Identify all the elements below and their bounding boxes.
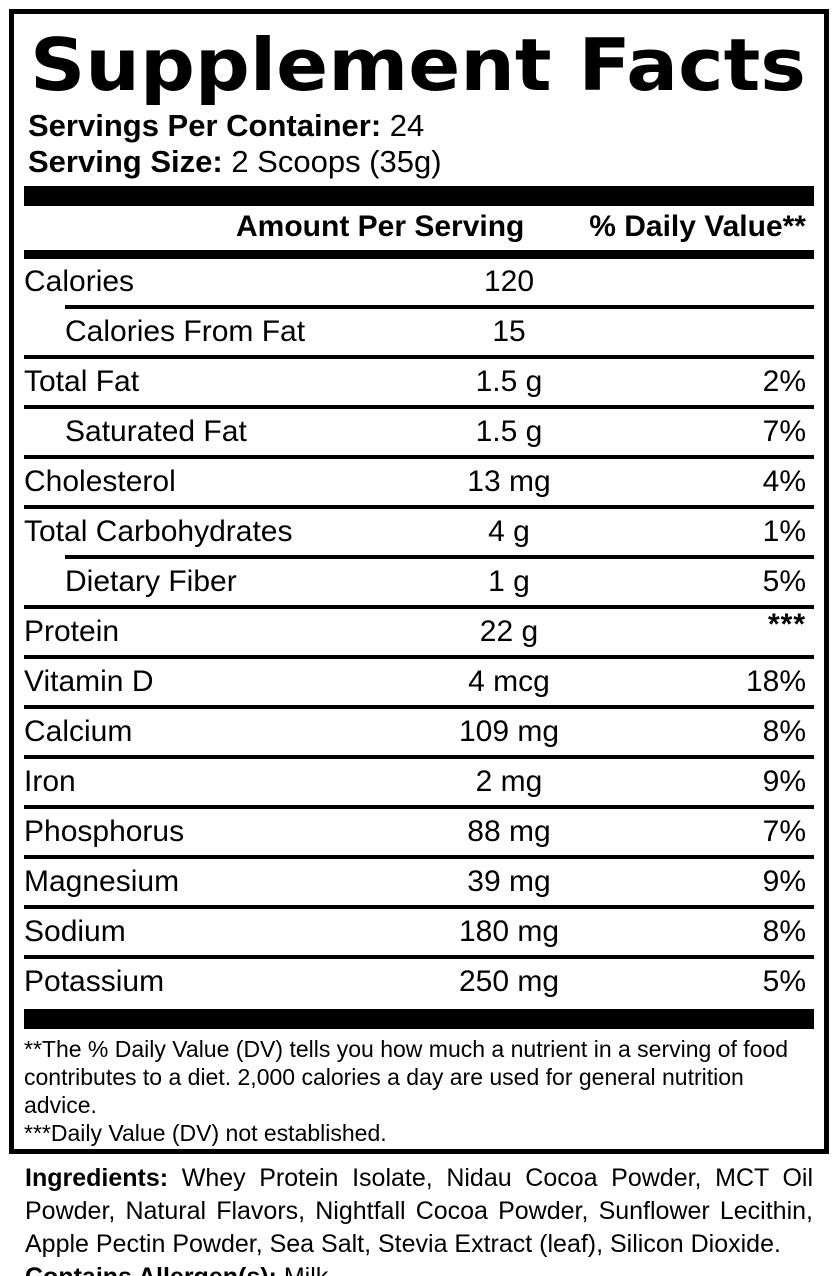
nutrient-amount: 13 mg	[467, 465, 551, 498]
header-amount-per-serving: Amount Per Serving	[236, 210, 525, 243]
row-separator	[24, 505, 814, 509]
nutrient-name: Calories From Fat	[65, 315, 306, 348]
nutrient-row: Calcium 109 mg 8%	[24, 705, 814, 755]
nutrient-rows: Calories 120 Calories From Fat 15 Total …	[24, 259, 814, 1005]
nutrient-daily-value: 5%	[762, 565, 806, 598]
nutrient-name: Total Fat	[24, 365, 140, 398]
nutrient-daily-value: 1%	[762, 515, 806, 548]
row-separator	[24, 655, 814, 659]
nutrient-daily-value: 18%	[745, 665, 806, 698]
row-separator	[24, 805, 814, 809]
footnotes: **The % Daily Value (DV) tells you how m…	[24, 1035, 806, 1147]
row-separator	[65, 305, 814, 309]
divider-bar-bottom	[24, 1009, 814, 1029]
nutrient-row: Sodium 180 mg 8%	[24, 905, 814, 955]
nutrient-row: Phosphorus 88 mg 7%	[24, 805, 814, 855]
nutrient-daily-value: 8%	[762, 915, 806, 948]
footnote-not-established: ***Daily Value (DV) not established.	[24, 1120, 387, 1146]
nutrient-daily-value: 7%	[762, 415, 806, 448]
servings-per-container: Servings Per Container: 24	[28, 108, 806, 144]
nutrient-name: Total Carbohydrates	[24, 515, 293, 548]
allergen-label: Contains Allergen(s):	[25, 1263, 277, 1276]
nutrient-row: Cholesterol 13 mg 4%	[24, 455, 814, 505]
row-separator	[24, 455, 814, 459]
nutrient-amount: 1.5 g	[475, 415, 543, 448]
row-separator	[24, 755, 814, 759]
nutrient-daily-value: ***	[767, 608, 806, 641]
row-separator	[24, 955, 814, 959]
nutrient-name: Saturated Fat	[65, 415, 247, 448]
nutrient-row: Vitamin D 4 mcg 18%	[24, 655, 814, 705]
allergen-value: Milk	[284, 1263, 328, 1276]
nutrient-amount: 88 mg	[467, 815, 551, 848]
nutrient-daily-value: 5%	[762, 965, 806, 998]
nutrient-name: Magnesium	[24, 865, 180, 898]
serving-size-label: Serving Size:	[28, 144, 223, 179]
nutrient-name: Iron	[24, 765, 76, 798]
nutrient-amount: 1.5 g	[475, 365, 543, 398]
nutrient-daily-value: 9%	[762, 865, 806, 898]
nutrient-amount: 1 g	[488, 565, 530, 598]
row-separator	[24, 605, 814, 609]
nutrient-daily-value: 7%	[762, 815, 806, 848]
nutrient-row: Dietary Fiber 1 g 5%	[24, 555, 814, 605]
nutrient-daily-value: 9%	[762, 765, 806, 798]
nutrient-row: Protein 22 g ***	[24, 605, 814, 655]
nutrient-row: Total Carbohydrates 4 g 1%	[24, 505, 814, 555]
nutrient-amount: 120	[483, 265, 535, 298]
serving-size: Serving Size: 2 Scoops (35g)	[28, 144, 806, 180]
footnote-daily-value: **The % Daily Value (DV) tells you how m…	[24, 1036, 789, 1118]
nutrient-row: Magnesium 39 mg 9%	[24, 855, 814, 905]
nutrient-amount: 39 mg	[467, 865, 551, 898]
ingredients-section: Ingredients: Whey Protein Isolate, Nidau…	[0, 1154, 837, 1276]
ingredients-label: Ingredients:	[25, 1164, 169, 1192]
nutrient-amount: 180 mg	[458, 915, 560, 948]
row-separator	[24, 355, 814, 359]
serving-size-value: 2 Scoops (35g)	[231, 144, 442, 179]
servings-per-container-label: Servings Per Container:	[28, 108, 382, 143]
nutrient-amount: 109 mg	[458, 715, 560, 748]
nutrient-row: Saturated Fat 1.5 g 7%	[24, 405, 814, 455]
row-separator	[24, 905, 814, 909]
nutrient-amount: 250 mg	[458, 965, 560, 998]
nutrient-daily-value: 8%	[762, 715, 806, 748]
nutrient-amount: 2 mg	[475, 765, 543, 798]
nutrient-amount: 15	[492, 315, 526, 348]
nutrient-row: Potassium 250 mg 5%	[24, 955, 814, 1005]
divider-bar-header	[24, 250, 814, 259]
nutrient-row: Iron 2 mg 9%	[24, 755, 814, 805]
ingredients-list: Whey Protein Isolate, Nidau Cocoa Powder…	[25, 1164, 813, 1258]
panel-title-text: Supplement Facts	[30, 23, 806, 107]
nutrient-name: Cholesterol	[24, 465, 176, 498]
nutrient-name: Calories	[24, 265, 135, 298]
panel-title: Supplement Facts	[30, 23, 806, 107]
nutrient-name: Dietary Fiber	[65, 565, 237, 598]
nutrient-amount: 22 g	[479, 615, 539, 648]
allergen-line: Contains Allergen(s): Milk	[25, 1261, 813, 1276]
servings-per-container-value: 24	[389, 108, 425, 143]
supplement-facts-panel: Supplement Facts Servings Per Container:…	[9, 9, 829, 1154]
nutrient-row: Total Fat 1.5 g 2%	[24, 355, 814, 405]
row-separator	[24, 405, 814, 409]
row-separator	[24, 855, 814, 859]
ingredients-text: Ingredients: Whey Protein Isolate, Nidau…	[25, 1162, 813, 1261]
nutrient-name: Potassium	[24, 965, 165, 998]
row-separator	[24, 705, 814, 709]
nutrient-amount: 4 mcg	[468, 665, 550, 698]
nutrient-row: Calories From Fat 15	[24, 305, 814, 355]
row-separator	[65, 555, 814, 559]
nutrient-daily-value: 4%	[762, 465, 806, 498]
nutrient-daily-value: 2%	[762, 365, 806, 398]
nutrient-name: Protein	[24, 615, 120, 648]
divider-bar-top	[24, 186, 814, 206]
nutrient-name: Vitamin D	[24, 665, 154, 698]
nutrient-amount: 4 g	[488, 515, 530, 548]
table-header: Amount Per Serving % Daily Value**	[24, 206, 806, 248]
nutrient-name: Sodium	[24, 915, 126, 948]
nutrient-name: Calcium	[24, 715, 133, 748]
nutrient-row: Calories 120	[24, 259, 806, 305]
nutrient-name: Phosphorus	[24, 815, 185, 848]
header-daily-value: % Daily Value**	[589, 210, 806, 243]
